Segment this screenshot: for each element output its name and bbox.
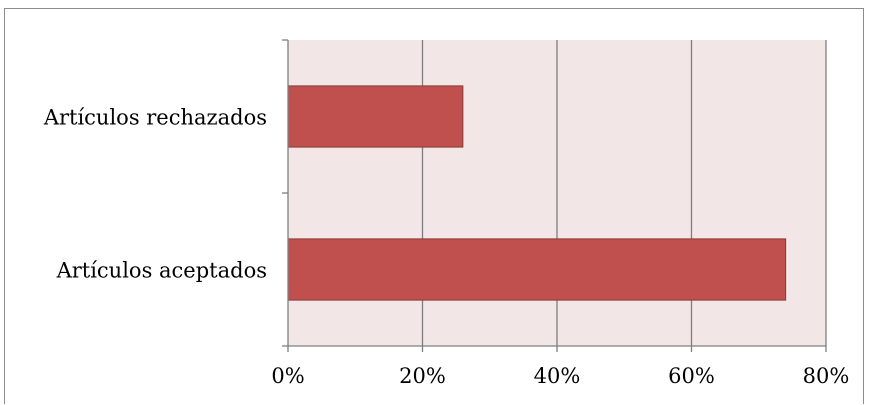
bar: [287, 85, 464, 148]
x-tick-label: 20%: [399, 364, 446, 388]
bar: [287, 238, 787, 301]
x-tick-label: 40%: [534, 364, 581, 388]
x-tick-label: 80%: [803, 364, 850, 388]
category-label: Artículos aceptados: [56, 259, 267, 283]
x-tick-label: 0%: [271, 364, 304, 388]
bars: [287, 85, 787, 301]
x-tick-label: 60%: [668, 364, 715, 388]
labels: 0% 20% 40% 60% 80% Artículos rechazados Artícu…: [43, 106, 850, 389]
category-label: Artículos rechazados: [43, 106, 267, 130]
axes: [282, 39, 827, 352]
